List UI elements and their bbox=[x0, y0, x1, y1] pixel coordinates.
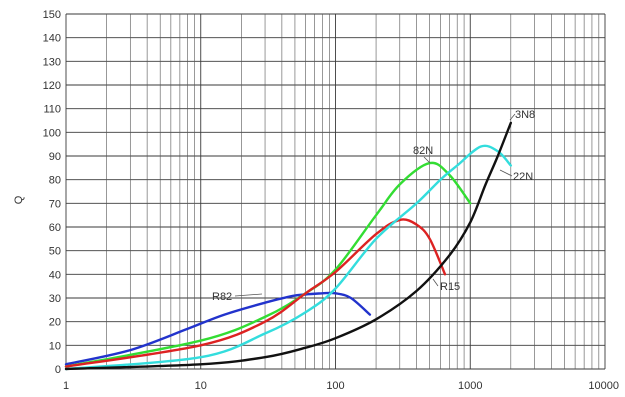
y-tick-label: 60 bbox=[49, 222, 61, 234]
y-axis-title: Q bbox=[13, 195, 25, 204]
y-tick-label: 80 bbox=[49, 175, 61, 187]
y-tick-label: 0 bbox=[55, 364, 61, 376]
y-tick-label: 50 bbox=[49, 246, 61, 258]
y-tick-label: 100 bbox=[43, 127, 61, 139]
series-label-leader bbox=[432, 278, 439, 287]
series-lines bbox=[64, 121, 512, 371]
y-tick-label: 30 bbox=[49, 293, 61, 305]
series-label-r15: R15 bbox=[440, 281, 460, 293]
y-tick-label: 110 bbox=[43, 104, 61, 116]
series-line-r15 bbox=[64, 218, 447, 368]
y-tick-label: 140 bbox=[43, 33, 61, 45]
x-tick-label: 10000 bbox=[588, 380, 619, 392]
y-tick-labels: 0 10 20 30 40 50 60 70 80 90 100 110 120 130 140 150 bbox=[43, 9, 61, 376]
series-label-leader bbox=[234, 293, 263, 297]
x-tick-label: 10 bbox=[195, 380, 207, 392]
series-labels: R82 82N R15 22N 3N8 bbox=[212, 109, 535, 303]
series-label-3n8: 3N8 bbox=[515, 109, 535, 121]
series-line-82n bbox=[64, 161, 472, 368]
series-line-3n8 bbox=[64, 121, 512, 371]
series-label-leader bbox=[423, 156, 431, 164]
y-tick-label: 20 bbox=[49, 317, 61, 329]
x-tick-label: 1000 bbox=[458, 380, 482, 392]
series-label-22n: 22N bbox=[513, 171, 533, 183]
y-tick-label: 90 bbox=[49, 151, 61, 163]
series-label-leader bbox=[499, 169, 513, 177]
y-tick-label: 70 bbox=[49, 198, 61, 210]
series-label-82n: 82N bbox=[413, 145, 433, 157]
y-tick-label: 10 bbox=[49, 340, 61, 352]
x-tick-label: 1 bbox=[63, 380, 69, 392]
y-tick-label: 130 bbox=[43, 56, 61, 68]
x-tick-labels: 1 10 100 1000 10000 bbox=[63, 380, 619, 392]
grid bbox=[65, 13, 606, 370]
series-line-r82 bbox=[64, 291, 372, 366]
y-tick-label: 40 bbox=[49, 269, 61, 281]
x-tick-label: 100 bbox=[326, 380, 344, 392]
series-line-22n bbox=[64, 144, 512, 371]
series-label-leader bbox=[509, 113, 516, 121]
y-tick-label: 120 bbox=[43, 80, 61, 92]
series-label-r82: R82 bbox=[212, 291, 232, 303]
y-tick-label: 150 bbox=[43, 9, 61, 21]
